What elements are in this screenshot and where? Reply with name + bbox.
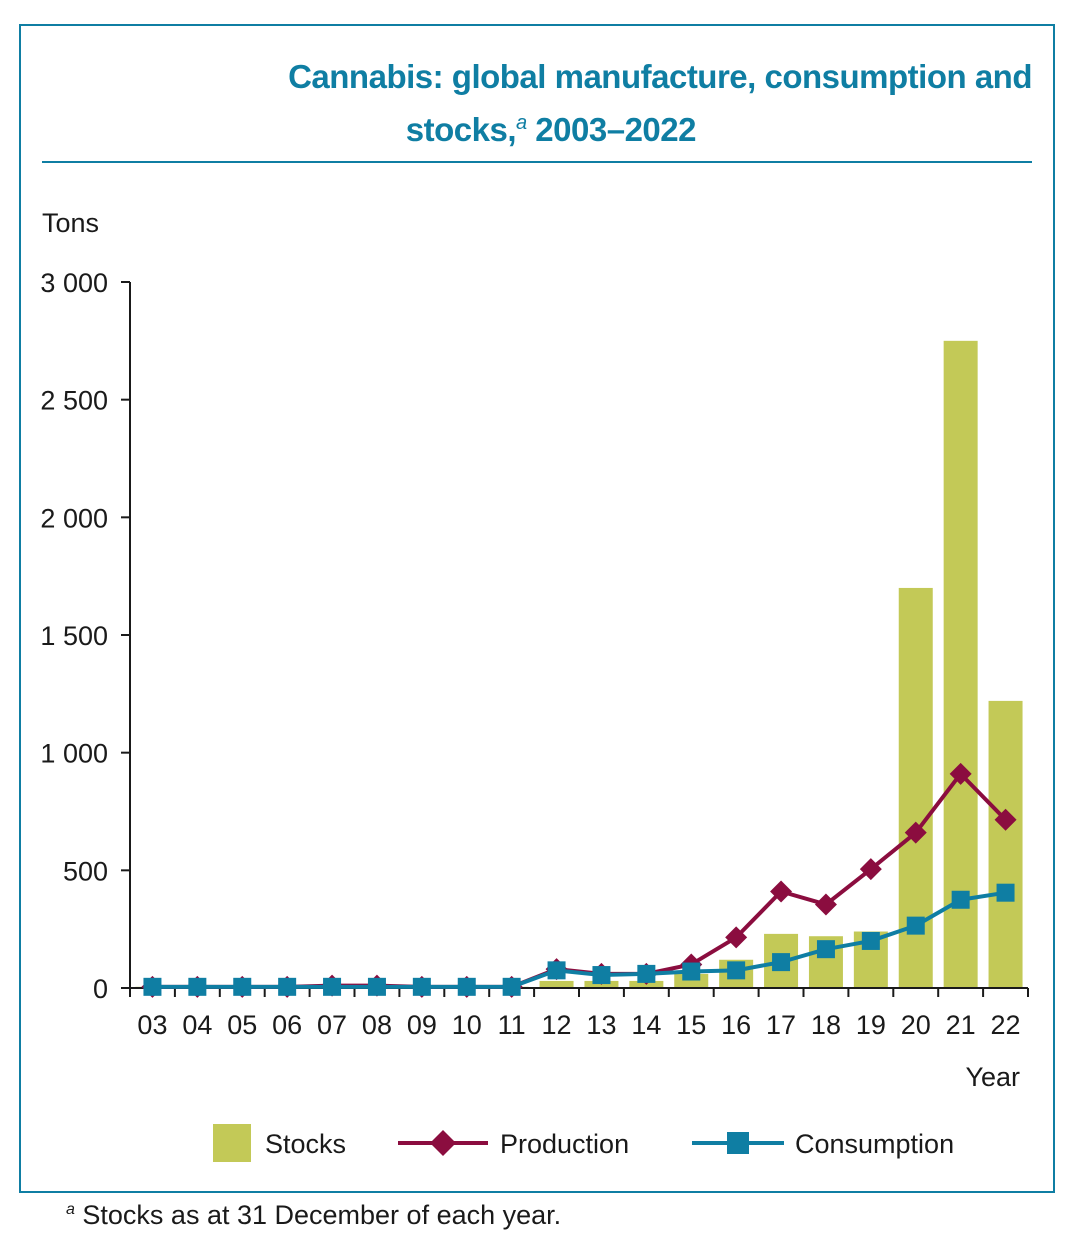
legend-swatch-stocks [213, 1124, 251, 1162]
point-production-17 [770, 880, 793, 903]
x-tick-label-06: 06 [272, 1010, 302, 1040]
legend-marker-production [430, 1130, 456, 1156]
x-tick-label-17: 17 [766, 1010, 796, 1040]
x-tick-label-10: 10 [452, 1010, 482, 1040]
bar-stocks-21 [943, 340, 978, 988]
point-production-22 [994, 808, 1017, 831]
point-consumption-13 [592, 966, 611, 985]
x-tick-label-11: 11 [498, 1010, 526, 1040]
x-tick-label-16: 16 [721, 1010, 751, 1040]
title-rule [42, 161, 1032, 163]
x-tick-label-14: 14 [631, 1010, 661, 1040]
y-tick-label-1000: 1 000 [40, 739, 108, 769]
chart-title: Cannabis: global manufacture, consumptio… [40, 54, 1032, 153]
point-production-20 [904, 821, 927, 844]
figure-frame [19, 24, 1055, 1193]
x-tick-label-09: 09 [407, 1010, 437, 1040]
point-production-19 [859, 858, 882, 881]
point-production-16 [725, 926, 748, 949]
y-tick-label-3000: 3 000 [40, 268, 108, 298]
point-consumption-08 [367, 977, 386, 996]
point-consumption-15 [682, 962, 701, 981]
y-tick-label-1500: 1 500 [40, 621, 108, 651]
point-consumption-20 [906, 916, 925, 935]
point-consumption-05 [233, 977, 252, 996]
footnote-marker: a [66, 1201, 75, 1218]
x-tick-label-08: 08 [362, 1010, 392, 1040]
x-tick-label-03: 03 [137, 1010, 167, 1040]
point-consumption-11 [502, 977, 521, 996]
point-consumption-19 [861, 931, 880, 950]
y-axis-label: Tons [42, 208, 99, 238]
point-consumption-12 [547, 961, 566, 980]
point-consumption-22 [996, 883, 1015, 902]
point-consumption-17 [772, 953, 791, 972]
x-tick-label-05: 05 [227, 1010, 257, 1040]
point-consumption-09 [412, 977, 431, 996]
title-line-2-text: stocks, [405, 111, 517, 148]
point-consumption-03 [143, 977, 162, 996]
point-consumption-21 [951, 890, 970, 909]
x-tick-label-21: 21 [946, 1010, 976, 1040]
x-tick-label-07: 07 [317, 1010, 347, 1040]
y-tick-label-0: 0 [93, 974, 108, 1004]
point-consumption-14 [637, 964, 656, 983]
x-tick-label-12: 12 [542, 1010, 572, 1040]
footnote-text: Stocks as at 31 December of each year. [74, 1200, 562, 1230]
y-tick-label-2000: 2 000 [40, 503, 108, 533]
bar-stocks-22 [988, 700, 1023, 988]
x-tick-label-15: 15 [676, 1010, 706, 1040]
title-footnote-marker: a [516, 112, 527, 134]
point-production-18 [814, 893, 837, 916]
x-tick-label-18: 18 [811, 1010, 841, 1040]
point-consumption-18 [816, 940, 835, 959]
point-consumption-16 [727, 961, 746, 980]
point-production-21 [949, 762, 972, 785]
title-years: 2003–2022 [526, 111, 696, 148]
y-tick-label-500: 500 [63, 856, 108, 886]
title-line-1: Cannabis: global manufacture, consumptio… [288, 58, 1032, 95]
x-tick-label-04: 04 [182, 1010, 212, 1040]
x-axis-label: Year [965, 1062, 1020, 1092]
point-consumption-06 [278, 977, 297, 996]
point-consumption-10 [457, 977, 476, 996]
point-consumption-04 [188, 977, 207, 996]
legend-label-stocks: Stocks [265, 1129, 346, 1159]
x-tick-label-13: 13 [586, 1010, 616, 1040]
x-tick-label-20: 20 [901, 1010, 931, 1040]
point-consumption-07 [323, 977, 342, 996]
legend-marker-consumption [727, 1132, 749, 1154]
x-tick-label-19: 19 [856, 1010, 886, 1040]
x-tick-label-22: 22 [991, 1010, 1021, 1040]
legend-label-consumption: Consumption [795, 1129, 954, 1159]
title-line-2: stocks,a 2003–2022 [40, 100, 1032, 153]
bar-stocks-12 [539, 980, 574, 988]
legend-label-production: Production [500, 1129, 629, 1159]
footnote: a Stocks as at 31 December of each year. [66, 1200, 561, 1231]
y-tick-label-2500: 2 500 [40, 386, 108, 416]
